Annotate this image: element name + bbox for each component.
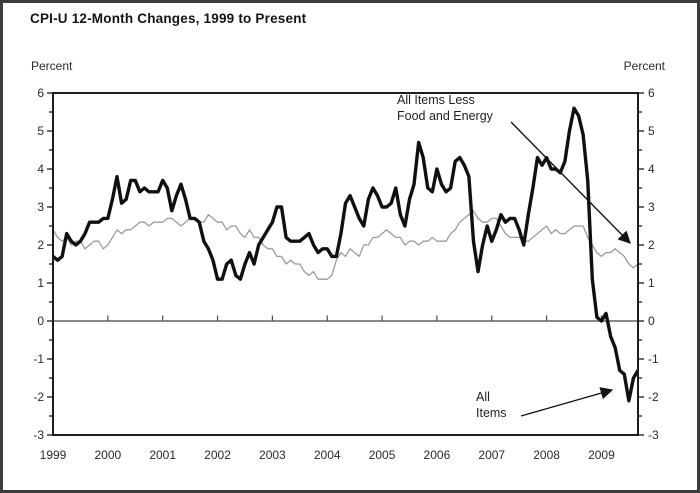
x-axis-label: 2000 — [94, 448, 121, 462]
x-axis-label: 2006 — [424, 448, 451, 462]
series-line-all-items — [53, 106, 638, 403]
y-axis-label-left: 0 — [37, 314, 44, 328]
chart-title: CPI-U 12-Month Changes, 1999 to Present — [30, 11, 307, 26]
y-axis-label-right: 5 — [648, 124, 655, 138]
plot-frame — [52, 92, 639, 436]
y-axis-label-right: -3 — [648, 428, 659, 442]
annotation-all-items-line1: All — [476, 390, 490, 404]
y-axis-label-right: 6 — [648, 86, 655, 100]
y-axis-label-right: 0 — [648, 314, 655, 328]
y-axis-label-left: -1 — [33, 352, 44, 366]
y-axis-label-right: 2 — [648, 238, 655, 252]
x-axis-label: 2004 — [314, 448, 341, 462]
y-axis-label-left: 4 — [37, 162, 44, 176]
x-axis-label: 1999 — [40, 448, 67, 462]
y-axis-label-right: 4 — [648, 162, 655, 176]
y-axis-label-left: 3 — [37, 200, 44, 214]
annotation-all-items-line2: Items — [476, 406, 507, 420]
y-axis-label-right: -1 — [648, 352, 659, 366]
annotation-all-items-series: All Items — [476, 389, 507, 421]
y-axis-label-left: -2 — [33, 390, 44, 404]
y-axis-label-right: 3 — [648, 200, 655, 214]
x-axis-label: 2007 — [478, 448, 505, 462]
y-axis-label-left: 5 — [37, 124, 44, 138]
x-axis-label: 2001 — [149, 448, 176, 462]
x-axis-label: 2005 — [369, 448, 396, 462]
x-axis-label: 2002 — [204, 448, 231, 462]
y-axis-unit-right: Percent — [623, 59, 665, 73]
annotation-arrow-core — [510, 121, 631, 244]
x-axis-label: 2009 — [588, 448, 615, 462]
y-axis-unit-left: Percent — [31, 59, 73, 73]
y-axis-label-left: 6 — [37, 86, 44, 100]
annotation-arrow-all-items — [520, 387, 614, 417]
x-axis-label: 2008 — [533, 448, 560, 462]
series-line-all-items-less-food-and-energy — [53, 210, 638, 280]
annotation-core-line2: Food and Energy — [397, 109, 493, 123]
annotation-core-series: All Items Less Food and Energy — [397, 92, 493, 124]
y-axis-label-left: -3 — [33, 428, 44, 442]
y-axis-label-left: 1 — [37, 276, 44, 290]
x-axis-label: 2003 — [259, 448, 286, 462]
y-axis-label-right: -2 — [648, 390, 659, 404]
y-axis-label-right: 1 — [648, 276, 655, 290]
annotation-core-line1: All Items Less — [397, 93, 475, 107]
y-axis-label-left: 2 — [37, 238, 44, 252]
